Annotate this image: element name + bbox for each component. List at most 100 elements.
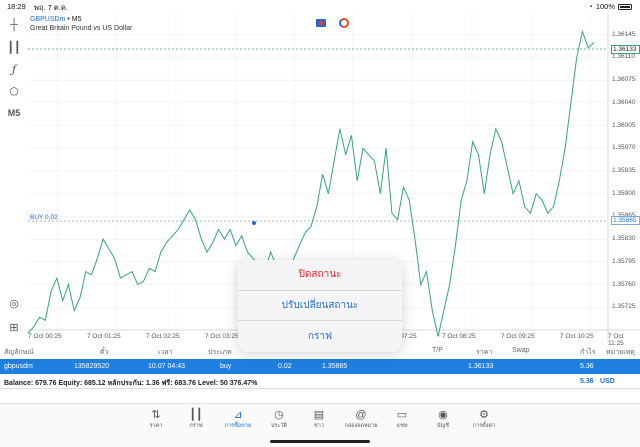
chart-icon: ┃┃	[189, 409, 203, 421]
position-volume: 0.02	[278, 363, 292, 370]
price-axis-label: 1.35970	[612, 144, 636, 152]
tab-chart[interactable]: ┃┃ กราฟ	[176, 408, 216, 430]
tab-label: กราฟ	[189, 423, 203, 429]
time-label: 7 Oct 10:25	[560, 333, 594, 340]
balance-summary: Balance: 679.76 Equity: 685.12 หลักประกั…	[4, 380, 258, 387]
position-open-price: 1.35865	[322, 363, 348, 370]
tab-settings[interactable]: ⚙ การตั้งค่า	[464, 408, 504, 430]
price-axis-label: 1.36110	[612, 53, 636, 61]
tab-history[interactable]: ◷ ประวัติ	[259, 408, 299, 430]
price-axis-label: 1.36145	[612, 30, 636, 38]
time-label: 7 Oct 02:25	[146, 333, 180, 340]
settings-icon: ⚙	[479, 409, 489, 421]
price-axis-label: 1.35935	[612, 167, 636, 174]
total-currency: USD	[600, 378, 615, 385]
mailbox-icon: @	[355, 409, 367, 421]
position-action-popup: ปิดสถานะ ปรับเปลี่ยนสถานะ กราฟ	[238, 260, 402, 352]
time-label: 7 Oct 09:25	[501, 333, 535, 340]
tab-label: ประวัติ	[270, 423, 288, 429]
price-axis-label: 1.36005	[612, 121, 636, 129]
candlestick-icon[interactable]: ┃┃	[7, 41, 21, 54]
price-line	[28, 29, 595, 337]
col-comment: หมายเหตุ	[606, 349, 635, 356]
home-indicator	[270, 440, 370, 443]
buy-position-label[interactable]: BUY 0.02	[30, 214, 58, 221]
time-label: 7 Oct 00:25	[28, 333, 62, 340]
timeframe-button[interactable]: M5	[7, 108, 21, 118]
trade-flag-icon[interactable]	[316, 19, 326, 27]
wifi-icon: ◔	[588, 2, 593, 11]
chart-settings-icon[interactable]: ◎	[9, 297, 19, 310]
battery-icon	[618, 3, 632, 10]
indicator-icon[interactable]: ƒ	[11, 62, 17, 76]
price-axis-label: 1.35795	[612, 257, 636, 265]
price-axis-label: 1.36040	[612, 98, 636, 106]
tab-trade[interactable]: ⊿ การซื้อขาย	[218, 408, 258, 430]
tab-chat[interactable]: ▭ แชท	[382, 408, 422, 430]
tab-account[interactable]: ◉ บัญชี	[423, 408, 463, 430]
one-click-icon[interactable]	[339, 18, 349, 28]
trade-icon: ⊿	[233, 409, 243, 421]
position-symbol: gbpusdm	[4, 363, 33, 370]
col-symbol: สัญลักษณ์	[4, 349, 34, 356]
chat-icon: ▭	[396, 409, 408, 421]
price-axis-label: 1.35725	[612, 303, 636, 311]
time-label: 7 Oct 11:25	[608, 333, 624, 347]
balance-bar: Balance: 679.76 Equity: 685.12 หลักประกั…	[0, 375, 640, 389]
tab-label: แชท	[396, 423, 408, 429]
status-time: 18:29	[7, 2, 26, 11]
open-chart-button[interactable]: กราฟ	[307, 330, 333, 342]
modify-position-button[interactable]: ปรับเปลี่ยนสถานะ	[238, 291, 402, 321]
bottom-tab-bar: ⇅ ราคา ┃┃ กราฟ ⊿ การซื้อขาย ◷ ประวัติ ▤ ข่าว …	[0, 403, 640, 447]
history-icon: ◷	[274, 409, 284, 421]
tab-mailbox[interactable]: @ กล่องจดหมาย	[341, 408, 381, 430]
tab-label: ข่าว	[314, 423, 324, 429]
price-chart[interactable]: GBPUSDm • M5 Great Britain Pound vs US D…	[28, 12, 640, 347]
position-profit: 5.36	[580, 363, 594, 370]
price-axis-label: 1.35865	[612, 212, 636, 219]
news-icon: ▤	[313, 409, 325, 421]
tab-label: บัญชี	[437, 423, 449, 429]
new-order-icon[interactable]: ⊞	[9, 321, 19, 334]
position-row[interactable]: gbpusdm 135829520 10.07 04:43 buy 0.02 1…	[0, 359, 640, 374]
symbol-code: GBPUSDm	[30, 16, 66, 23]
col-tp: T/P	[432, 347, 443, 354]
price-axis-label: 1.35830	[612, 235, 636, 243]
total-profit: 5.36	[580, 378, 594, 385]
time-label: 7 Oct 03:25	[205, 333, 239, 340]
position-type: buy	[220, 363, 232, 370]
positions-header: สัญลักษณ์ ตั๋ว เวลา ประเภท T/P ราคา Swap…	[0, 344, 640, 358]
tab-label: การตั้งค่า	[472, 423, 496, 429]
symbol-sep: •	[67, 16, 70, 23]
buy-entry-marker	[252, 221, 256, 225]
crosshair-icon[interactable]: ┼	[10, 19, 18, 31]
price-axis-label: 1.36075	[612, 76, 636, 84]
tab-label: ราคา	[149, 423, 163, 429]
price-axis-label: 1.35760	[612, 280, 636, 288]
symbol-timeframe: M5	[71, 16, 82, 23]
status-date: พฤ. 7 ต.ค.	[34, 3, 68, 12]
symbol-description: Great Britain Pound vs US Dollar	[30, 25, 133, 32]
chart-toolbar: ┼ ┃┃ ƒ ⬠ M5 ◎ ⊞	[0, 12, 28, 342]
tab-quotes[interactable]: ⇅ ราคา	[136, 408, 176, 430]
current-price-tag: 1.36133	[611, 45, 640, 54]
objects-icon[interactable]: ⬠	[9, 85, 19, 98]
buy-price-tag: 1.35865	[611, 216, 640, 225]
position-ticket: 135829520	[74, 363, 110, 370]
tab-label: กล่องจดหมาย	[344, 423, 378, 429]
status-bar: 18:29 พฤ. 7 ต.ค. ◔ 100%	[0, 0, 640, 12]
time-label: 7 Oct 01:25	[87, 333, 121, 340]
status-right: ◔ 100%	[588, 2, 632, 11]
close-position-button[interactable]: ปิดสถานะ	[238, 260, 402, 291]
col-price: ราคา	[476, 349, 493, 356]
col-profit: กำไร	[580, 349, 596, 356]
account-icon: ◉	[438, 409, 448, 421]
tab-news[interactable]: ▤ ข่าว	[299, 408, 339, 430]
tab-label: การซื้อขาย	[224, 423, 252, 429]
col-ticket: ตั๋ว	[100, 349, 109, 356]
col-swap: Swap	[512, 347, 530, 354]
position-time: 10.07 04:43	[148, 363, 185, 370]
price-axis-label: 1.35900	[612, 189, 636, 197]
symbol-header: GBPUSDm • M5 Great Britain Pound vs US D…	[30, 15, 132, 33]
col-type: ประเภท	[208, 349, 232, 356]
